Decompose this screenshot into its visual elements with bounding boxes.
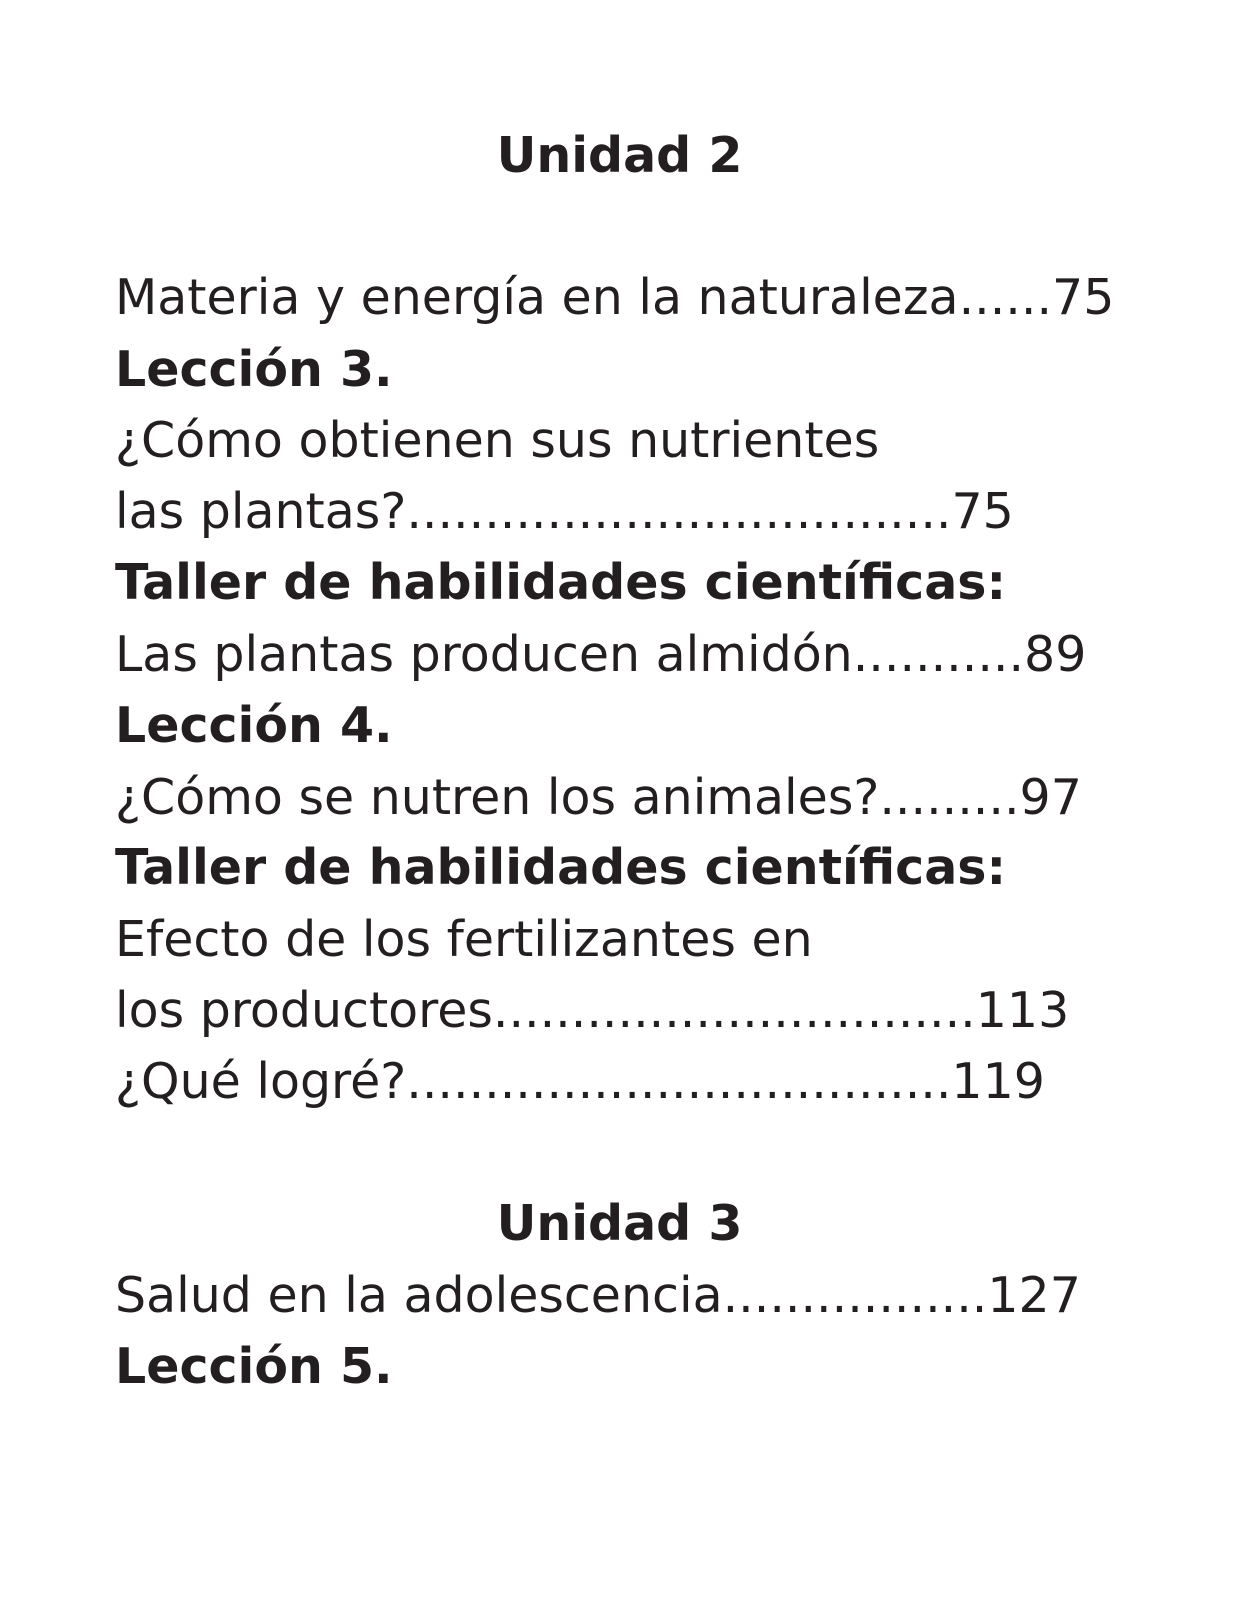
toc-entry-animales: ¿Cómo se nutren los animales?.........97 bbox=[115, 769, 1082, 826]
toc-lesson-5: Lección 5. bbox=[115, 1338, 393, 1395]
toc-entry-nutrientes-line1: ¿Cómo obtienen sus nutrientes bbox=[115, 412, 880, 469]
toc-lesson-3: Lección 3. bbox=[115, 341, 393, 398]
unit-2-heading: Unidad 2 bbox=[496, 127, 743, 184]
toc-entry-que-logre: ¿Qué logré?.............................… bbox=[115, 1053, 1045, 1110]
unit-3-heading: Unidad 3 bbox=[496, 1195, 743, 1252]
toc-entry-fertilizantes-line1: Efecto de los fertilizantes en bbox=[115, 911, 813, 968]
toc-entry-salud-adolescencia: Salud en la adolescencia................… bbox=[115, 1267, 1081, 1324]
toc-taller-heading-1: Taller de habilidades científicas: bbox=[115, 554, 1007, 611]
toc-entry-nutrientes-line2: las plantas?............................… bbox=[115, 483, 1014, 540]
toc-lesson-4: Lección 4. bbox=[115, 697, 393, 754]
toc-entry-materia-energia: Materia y energía en la naturaleza......… bbox=[115, 269, 1115, 326]
toc-taller-heading-2: Taller de habilidades científicas: bbox=[115, 839, 1007, 896]
toc-entry-almidon: Las plantas producen almidón...........8… bbox=[115, 626, 1087, 683]
toc-entry-fertilizantes-line2: los productores.........................… bbox=[115, 982, 1070, 1039]
